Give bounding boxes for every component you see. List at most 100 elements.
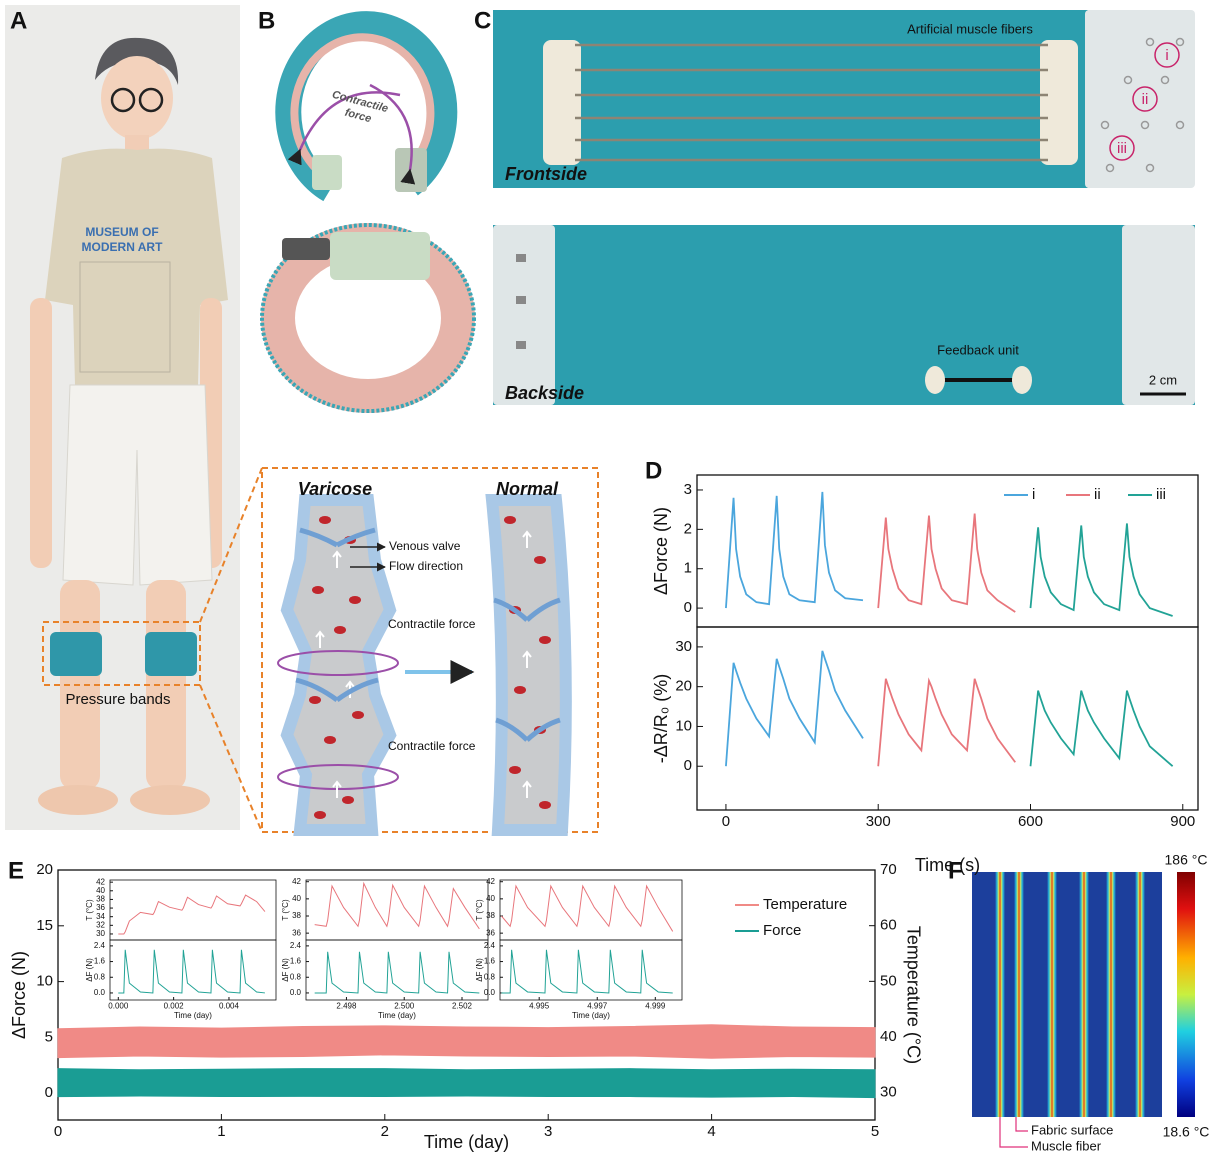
fibers-label: Artificial muscle fibers (907, 21, 1033, 36)
fabric-surface-label: Fabric surface (1031, 1122, 1113, 1137)
muscle-fiber-label: Muscle fiber (1031, 1138, 1102, 1153)
plot-frame (109, 879, 277, 941)
data-line (1029, 690, 1174, 767)
y-tick-label: 38 (96, 895, 105, 904)
y-tick-label: 0.0 (290, 988, 302, 997)
feedback-anchor (925, 366, 945, 394)
fiber-anchor (543, 40, 581, 165)
y-axis-label: ΔForce (N) (9, 951, 29, 1039)
y-axis-label: ΔForce (N) (651, 507, 671, 595)
y-tick-label: 34 (96, 912, 105, 921)
hook (1140, 120, 1150, 130)
plot-frame (109, 939, 277, 1001)
venous-valve (495, 717, 529, 742)
data-line (877, 677, 1016, 767)
fiber-anchor (1040, 40, 1078, 165)
shirt-text: MODERN ART (82, 240, 164, 254)
data-line (118, 894, 266, 935)
flow-arrow (522, 650, 532, 668)
venous-valve (525, 597, 561, 622)
x-tick-label: 4 (707, 1123, 715, 1140)
glasses (110, 87, 136, 113)
legend-label: ii (1094, 486, 1101, 503)
y-axis-label: T (°C) (281, 899, 290, 921)
y-tick-label: 30 (675, 638, 692, 655)
x-tick-label: 4.995 (529, 1002, 550, 1011)
shirt-map (79, 261, 171, 373)
force-label: Contractile force (388, 617, 476, 631)
x-axis-label: Time (s) (915, 855, 980, 875)
hook-marker (1132, 86, 1158, 112)
y2-tick-label: 30 (880, 1084, 897, 1101)
y-axis-label: T (°C) (85, 899, 94, 921)
legend-label: Force (763, 922, 801, 939)
flow-arrow (332, 780, 342, 798)
x-axis-label: Time (day) (572, 1011, 610, 1020)
data-line (725, 650, 864, 767)
y-axis-label: -ΔR/R₀ (%) (651, 674, 671, 763)
data-line (314, 951, 480, 994)
red-blood-cell (312, 586, 324, 594)
eye-strip (493, 225, 555, 405)
red-blood-cell (534, 556, 546, 564)
feedback-anchor (1012, 366, 1032, 394)
x-tick-label: 4.999 (645, 1002, 666, 1011)
hook (1145, 37, 1155, 47)
x-tick-label: 2.498 (336, 1002, 357, 1011)
venous-valve (335, 677, 379, 703)
y-tick-label: 40 (96, 886, 105, 895)
y-tick-label: 2.4 (94, 941, 106, 950)
red-blood-cell (342, 796, 354, 804)
pressure-band (145, 632, 197, 676)
foot (38, 785, 118, 815)
y-tick-label: 15 (36, 917, 53, 934)
legend-label: Temperature (763, 896, 847, 913)
y-tick-label: 0.0 (484, 988, 496, 997)
clasp (282, 238, 330, 260)
data-line (501, 884, 674, 932)
hook-strip (1085, 10, 1195, 188)
x-tick-label: 0.000 (108, 1002, 129, 1011)
heated-fiber (995, 872, 1005, 1117)
plot-frame (57, 869, 876, 1121)
heated-fiber (1106, 872, 1116, 1117)
x-axis-label: Time (day) (174, 1011, 212, 1020)
y-tick-label: 0 (45, 1084, 53, 1101)
panel-label: F (948, 857, 963, 884)
x-tick-label: 1 (217, 1123, 225, 1140)
heated-fiber (1135, 872, 1145, 1117)
data-line (877, 513, 1016, 613)
venous-valve (295, 677, 339, 703)
y-tick-label: 38 (486, 911, 495, 920)
x-tick-label: 0.004 (219, 1002, 240, 1011)
y-tick-label: 0.0 (94, 988, 106, 997)
hook (1160, 75, 1170, 85)
y2-tick-label: 50 (880, 972, 897, 989)
band-outer (260, 223, 476, 413)
y-tick-label: 42 (96, 877, 105, 886)
x-axis-label: Time (day) (378, 1011, 416, 1020)
y-tick-label: 2.4 (484, 941, 496, 950)
red-blood-cell (319, 516, 331, 524)
valve-label: Venous valve (389, 539, 461, 553)
panel-label: C (474, 7, 491, 34)
y-tick-label: 0.8 (94, 972, 106, 981)
y-tick-label: 2.4 (290, 941, 302, 950)
y-tick-label: 40 (486, 894, 495, 903)
red-blood-cell (334, 626, 346, 634)
contractile-ring (277, 650, 399, 676)
x-tick-label: 600 (1018, 813, 1043, 830)
heated-fiber (1079, 872, 1089, 1117)
y2-tick-label: 70 (880, 861, 897, 878)
y-axis-label: ΔF (N) (475, 958, 484, 982)
hook (1175, 37, 1185, 47)
red-blood-cell (324, 736, 336, 744)
x-tick-label: 300 (866, 813, 891, 830)
y2-axis-label: Temperature (°C) (903, 926, 923, 1064)
colorbar (1177, 872, 1195, 1117)
front-label: Frontside (505, 164, 587, 184)
y-tick-label: 36 (486, 928, 495, 937)
y-tick-label: 20 (36, 861, 53, 878)
